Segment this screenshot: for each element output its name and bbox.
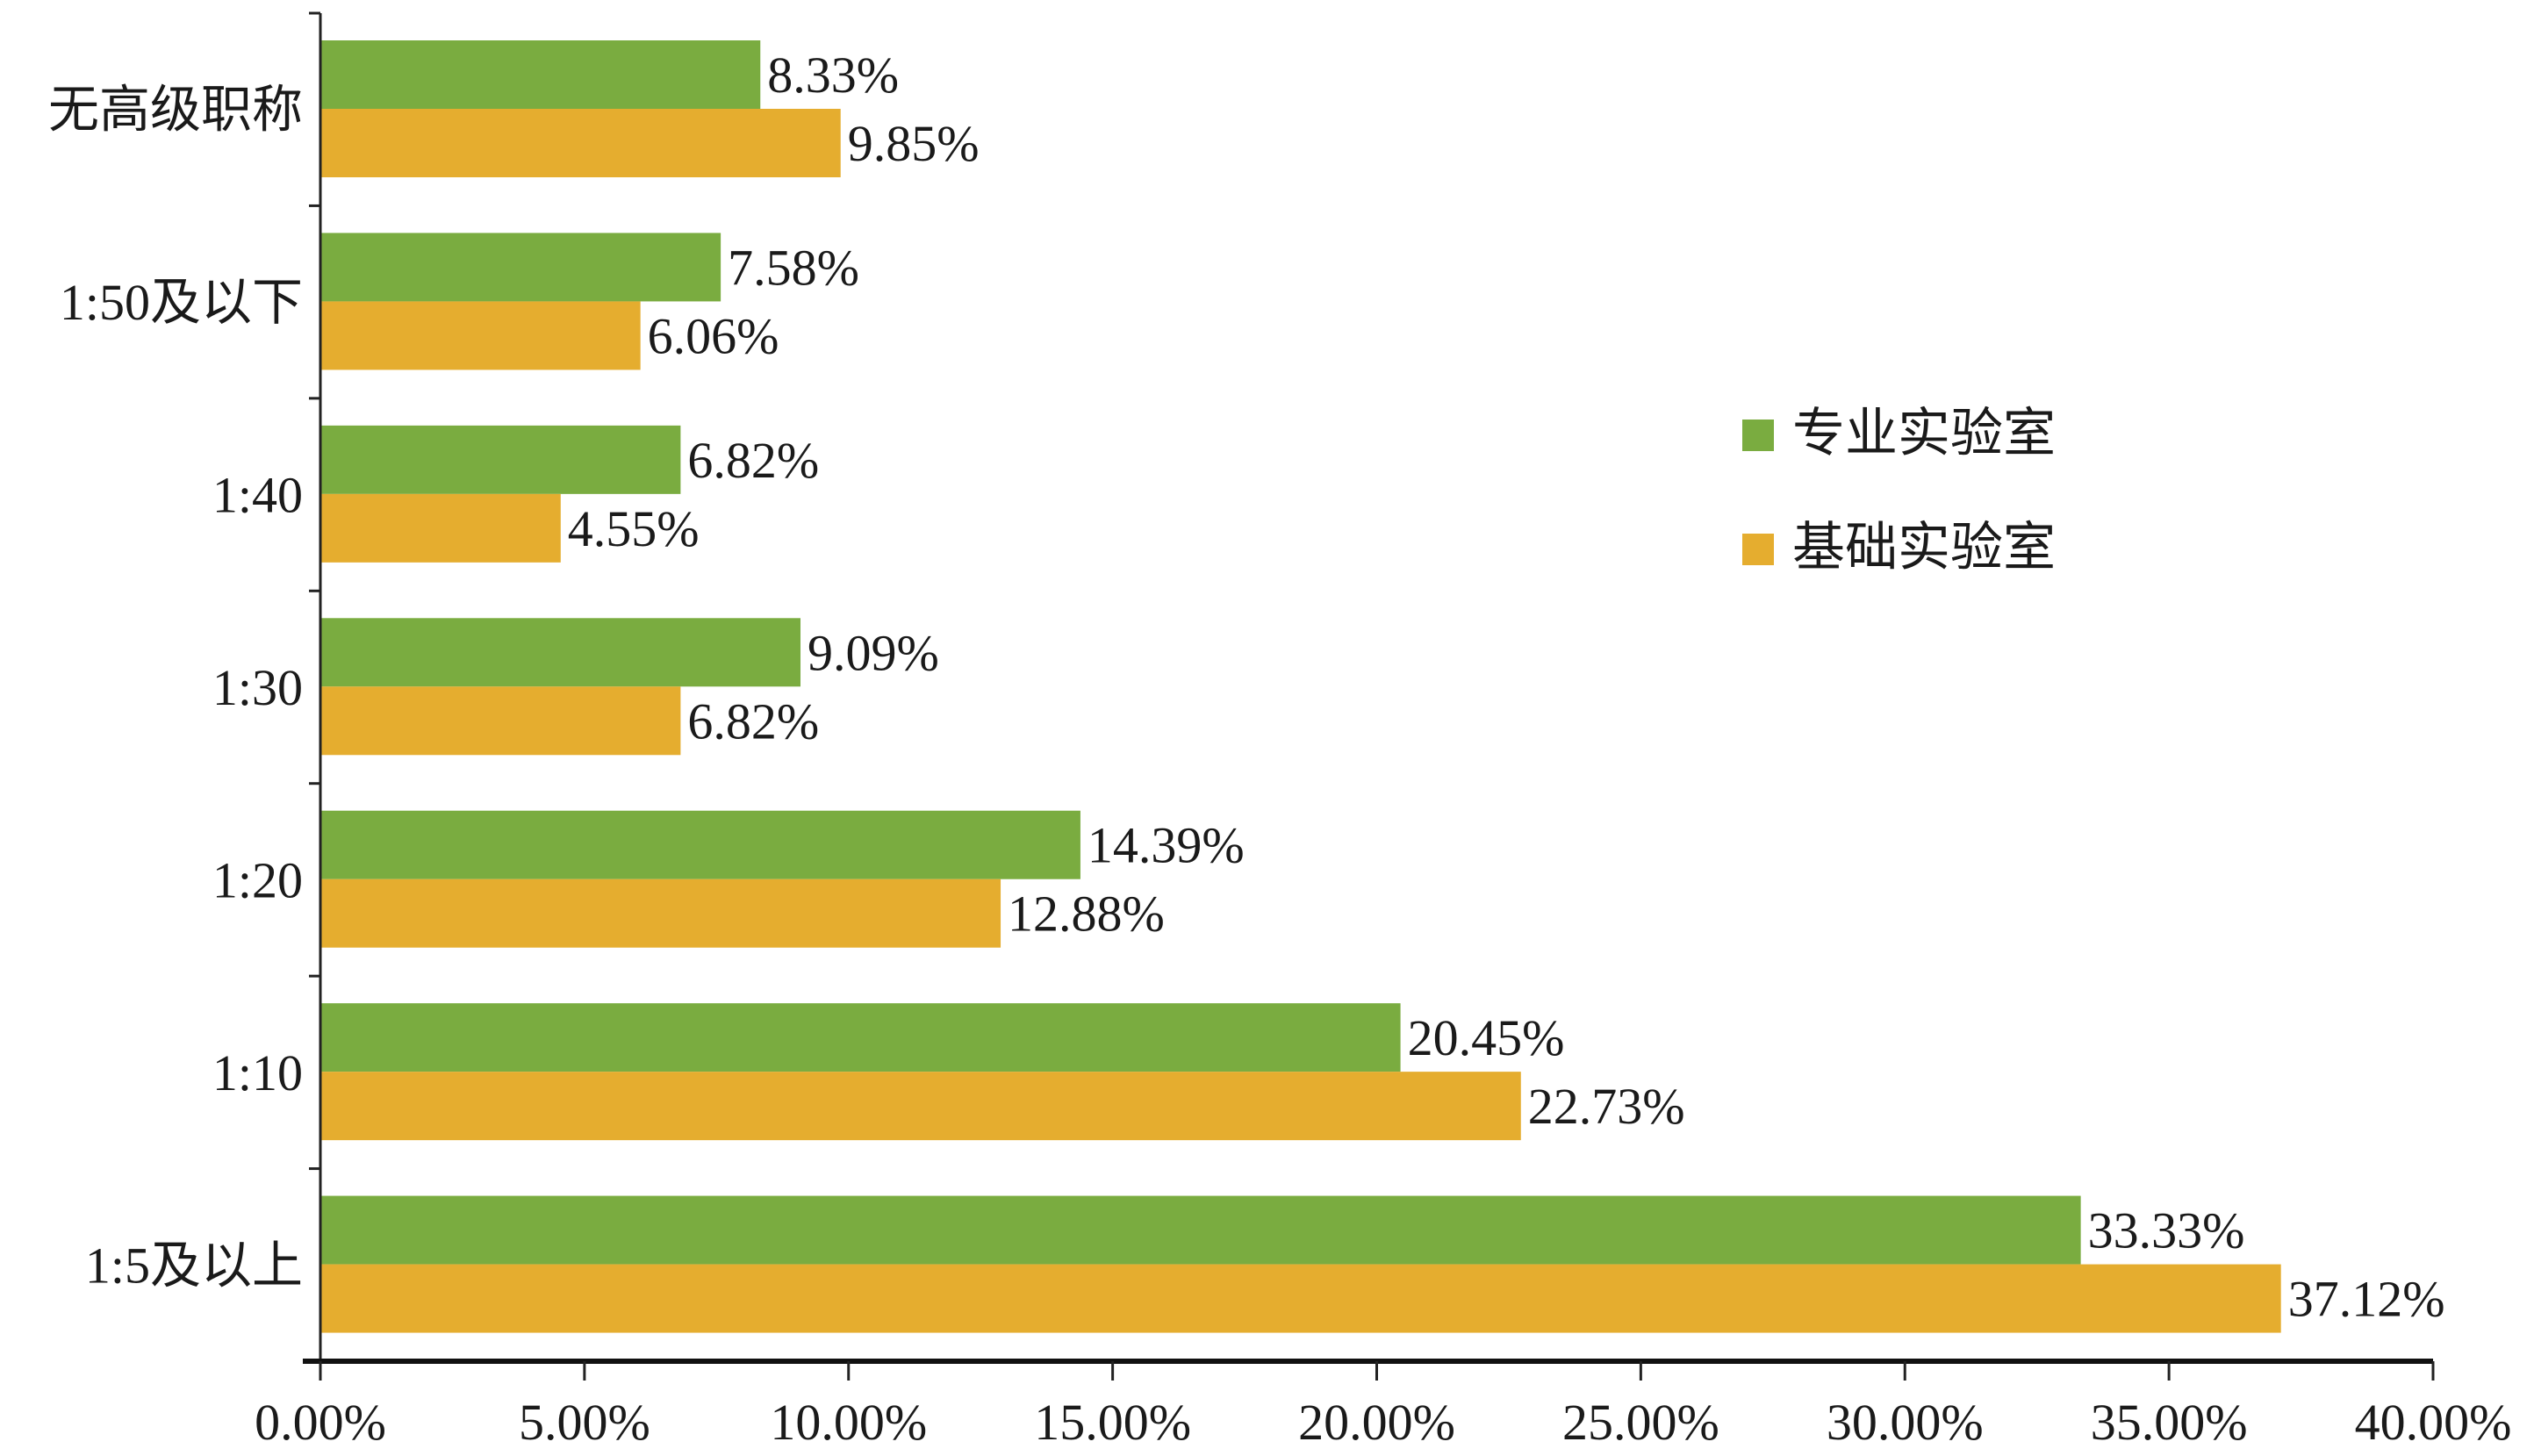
- bar-basic: [320, 1072, 1521, 1141]
- data-label: 4.55%: [568, 500, 700, 557]
- category-label: 1:50及以下: [60, 274, 303, 331]
- bar-professional: [320, 810, 1080, 879]
- data-label: 22.73%: [1528, 1078, 1685, 1135]
- bar-professional: [320, 618, 800, 687]
- category-label: 1:10: [212, 1044, 303, 1101]
- x-tick-label: 30.00%: [1827, 1394, 1984, 1451]
- x-tick-label: 35.00%: [2091, 1394, 2248, 1451]
- x-tick-label: 25.00%: [1562, 1394, 1719, 1451]
- x-tick-label: 5.00%: [519, 1394, 650, 1451]
- data-label: 6.06%: [648, 307, 779, 364]
- x-tick-label: 40.00%: [2355, 1394, 2512, 1451]
- bar-professional: [320, 425, 681, 494]
- data-label: 37.12%: [2288, 1271, 2445, 1328]
- data-label: 14.39%: [1088, 817, 1245, 874]
- bar-basic: [320, 301, 641, 370]
- bar-basic: [320, 109, 841, 177]
- data-label: 12.88%: [1008, 886, 1165, 943]
- data-label: 8.33%: [767, 47, 899, 104]
- data-label: 7.58%: [728, 239, 859, 296]
- data-label: 9.85%: [848, 115, 980, 172]
- legend-swatch: [1742, 534, 1774, 565]
- bar-basic: [320, 1264, 2281, 1333]
- category-label: 无高级职称: [48, 82, 303, 139]
- data-label: 9.09%: [808, 624, 939, 681]
- bar-basic: [320, 686, 681, 756]
- legend-label: 基础实验室: [1792, 519, 2056, 577]
- x-tick-label: 20.00%: [1298, 1394, 1455, 1451]
- data-label: 20.45%: [1408, 1009, 1565, 1066]
- category-label: 1:5及以上: [85, 1237, 303, 1294]
- bar-professional: [320, 1195, 2081, 1265]
- category-label: 1:30: [212, 659, 303, 716]
- x-tick-label: 10.00%: [770, 1394, 927, 1451]
- data-label: 6.82%: [687, 692, 819, 750]
- bar-professional: [320, 40, 761, 109]
- bar-professional: [320, 233, 721, 302]
- bar-basic: [320, 879, 1001, 948]
- x-tick-label: 0.00%: [255, 1394, 386, 1451]
- legend-label: 专业实验室: [1792, 405, 2056, 463]
- legend-swatch: [1742, 420, 1774, 451]
- bar-basic: [320, 493, 561, 563]
- category-label: 1:20: [212, 851, 303, 908]
- x-tick-label: 15.00%: [1034, 1394, 1191, 1451]
- data-label: 33.33%: [2088, 1202, 2245, 1259]
- data-label: 6.82%: [687, 432, 819, 489]
- bar-professional: [320, 1003, 1401, 1072]
- category-label: 1:40: [212, 467, 303, 524]
